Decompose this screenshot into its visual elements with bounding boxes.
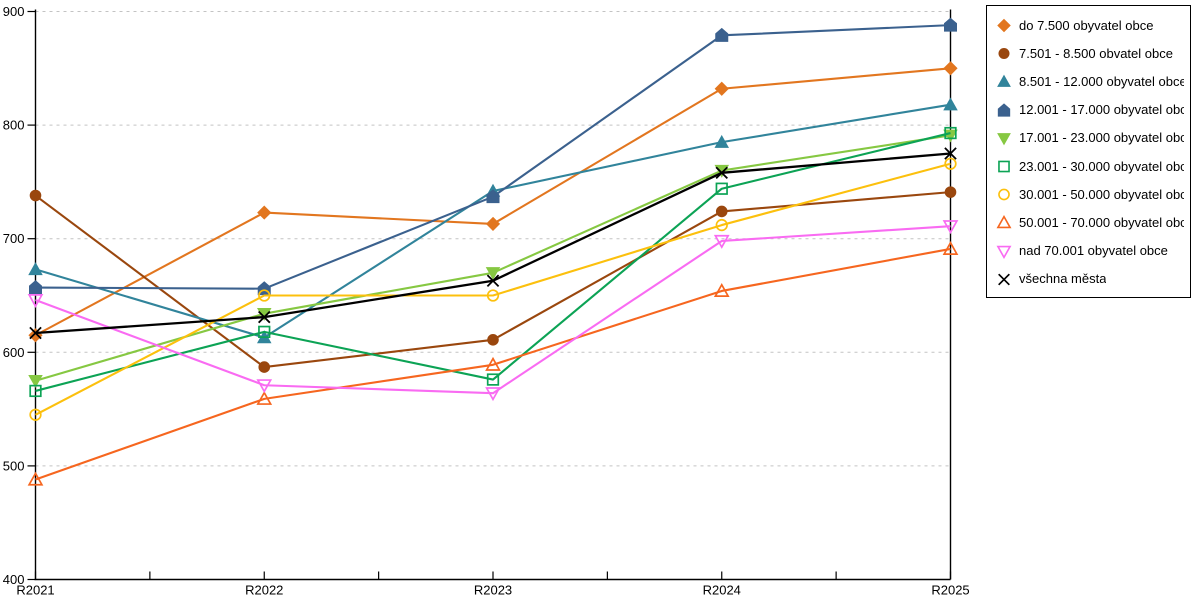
y-tick-label: 400 [3, 572, 25, 587]
legend-item[interactable]: 12.001 - 17.000 obyvatel obc... [987, 96, 1190, 124]
series-line [35, 225, 951, 395]
circle-marker [998, 188, 1010, 201]
circle-legend-icon [998, 48, 1010, 60]
data-point [28, 262, 43, 276]
legend-item-label: 50.001 - 70.000 obyvatel obc... [1019, 214, 1184, 230]
legend-item-label: 12.001 - 17.000 obyvatel obc... [1019, 102, 1184, 118]
y-tick-label: 900 [3, 4, 25, 19]
series-line [35, 152, 951, 335]
data-point [944, 126, 957, 140]
x-marker [998, 273, 1010, 286]
circle-marker [998, 48, 1010, 60]
x-tick-label: R2024 [703, 583, 741, 598]
data-point [715, 182, 728, 195]
series-8 [27, 220, 959, 402]
legend-item[interactable]: do 7.500 obyvatel obce [987, 11, 1190, 39]
x-tick-label: R2025 [931, 583, 969, 598]
diamond-marker [997, 18, 1011, 33]
legend-item[interactable]: nad 70.001 obyvatel obce [987, 237, 1190, 265]
series-line [35, 67, 951, 337]
series-line [35, 24, 951, 290]
data-point [29, 408, 42, 421]
legend-item[interactable]: 7.501 - 8.500 obvatel obce [987, 39, 1190, 67]
legend-item[interactable]: 17.001 - 23.000 obyvatel obc... [987, 124, 1190, 152]
data-point [942, 240, 959, 255]
pentagon-legend-icon [997, 103, 1011, 117]
legend-item-label: všechna města [1019, 271, 1107, 287]
legend-item-label: 7.501 - 8.500 obvatel obce [1019, 45, 1173, 61]
legend-item-label: 23.001 - 30.000 obyvatel obc... [1019, 158, 1184, 174]
series-line [35, 132, 951, 392]
data-point [944, 17, 957, 32]
legend-item[interactable]: 30.001 - 50.000 obyvatel obc... [987, 180, 1190, 208]
triangle-up-marker [996, 215, 1012, 229]
legend-item-label: do 7.500 obyvatel obce [1019, 17, 1154, 33]
pentagon-marker [997, 103, 1011, 117]
data-point [943, 97, 958, 111]
data-point [29, 280, 42, 295]
series-line [35, 247, 951, 481]
data-point [29, 384, 42, 398]
triangle-down-marker [997, 132, 1011, 146]
legend-item-label: nad 70.001 obyvatel obce [1019, 243, 1168, 259]
circle-legend-icon [998, 188, 1010, 201]
legend-item-label: 8.501 - 12.000 obyvatel obce [1019, 73, 1184, 89]
square-marker [998, 160, 1010, 173]
y-tick-label: 500 [3, 458, 25, 473]
x-tick-label: R2022 [245, 583, 283, 598]
triangle-down-legend-icon [997, 132, 1011, 146]
x-legend-icon [998, 273, 1010, 286]
x-tick-label: R2023 [474, 583, 512, 598]
chart-legend: do 7.500 obyvatel obce 7.501 - 8.500 obva… [986, 5, 1191, 298]
y-tick-label: 600 [3, 345, 25, 360]
data-point [258, 325, 271, 339]
y-tick-label: 800 [3, 118, 25, 133]
series-line [35, 162, 951, 416]
triangle-up-legend-icon [996, 215, 1012, 229]
legend-item[interactable]: všechna města [987, 265, 1190, 293]
triangle-up-legend-icon [997, 75, 1011, 88]
data-point [486, 373, 500, 386]
square-legend-icon [998, 160, 1010, 173]
data-point [715, 218, 728, 232]
y-tick-label: 700 [3, 231, 25, 246]
triangle-up-marker [997, 75, 1011, 88]
data-point [944, 157, 957, 170]
x-tick-label: R2021 [16, 583, 54, 598]
legend-item[interactable]: 50.001 - 70.000 obyvatel obc... [987, 208, 1190, 236]
data-point [28, 375, 43, 388]
triangle-down-legend-icon [996, 245, 1012, 259]
legend-item-label: 30.001 - 50.000 obyvatel obc... [1019, 186, 1184, 202]
series-5 [29, 126, 957, 398]
legend-item[interactable]: 8.501 - 12.000 obyvatel obce [987, 67, 1190, 95]
legend-item-label: 17.001 - 23.000 obyvatel obc... [1019, 130, 1184, 146]
legend-item[interactable]: 23.001 - 30.000 obyvatel obc... [987, 152, 1190, 180]
triangle-down-marker [996, 245, 1012, 259]
diamond-legend-icon [997, 18, 1011, 33]
